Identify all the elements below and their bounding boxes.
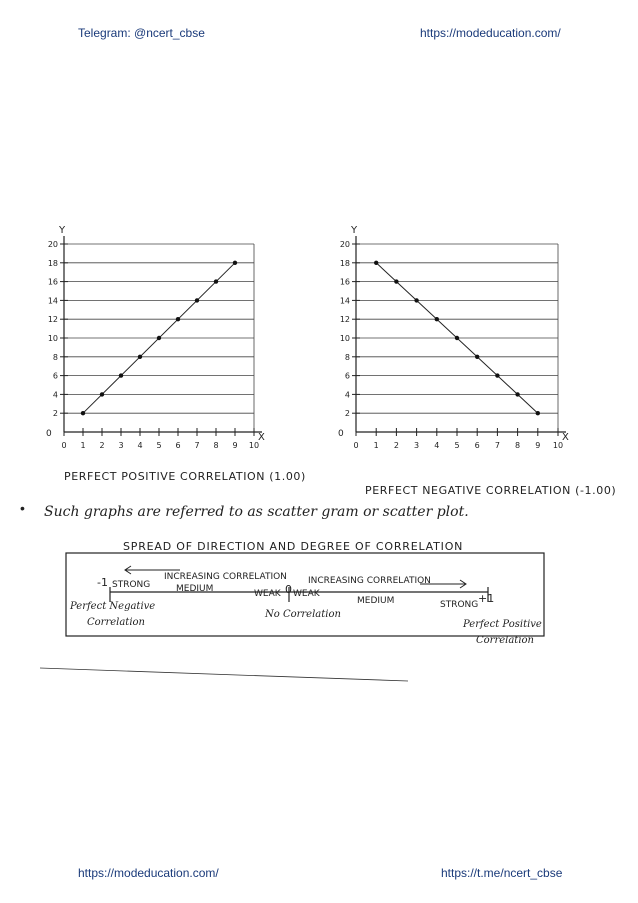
- strong-right-label: STRONG: [440, 600, 479, 610]
- chart2-y-tick-label: 12: [340, 315, 350, 324]
- chart2-ylabel: Y: [350, 225, 358, 236]
- chart1-y-tick-label: 16: [48, 278, 58, 287]
- chart1-y-tick-label: 20: [48, 240, 58, 249]
- weak-left-label: WEAK: [254, 589, 281, 599]
- chart2-point: [475, 354, 480, 359]
- spread-title: SPREAD OF DIRECTION AND DEGREE OF CORREL…: [123, 540, 464, 553]
- chart2-y-tick-label: 2: [345, 409, 350, 418]
- no-correlation-label: No Correlation: [265, 609, 341, 620]
- perfect-negative-line2: Correlation: [87, 617, 145, 628]
- chart1-y-tick-label: 18: [48, 259, 58, 268]
- chart2-x-tick-label: 6: [475, 441, 480, 450]
- chart2-x-tick-label: 2: [394, 441, 399, 450]
- chart1-y-tick-label: 14: [48, 296, 58, 305]
- chart1-x-tick-label: 9: [232, 441, 237, 450]
- chart2-point: [515, 392, 520, 397]
- chart2-point: [394, 279, 399, 284]
- chart2-point: [434, 317, 439, 322]
- chart1-caption: PERFECT POSITIVE CORRELATION (1.00): [64, 470, 306, 483]
- medium-left-label: MEDIUM: [176, 584, 214, 594]
- chart2-x-tick-label: 8: [515, 441, 520, 450]
- header-telegram: Telegram: @ncert_cbse: [78, 26, 205, 40]
- chart2-x-tick-label: 10: [553, 441, 563, 450]
- chart1-x-tick-label: 8: [213, 441, 218, 450]
- spread-box: [65, 552, 545, 637]
- chart1-point: [232, 260, 238, 265]
- chart2-point: [414, 298, 419, 303]
- chart2-caption: PERFECT NEGATIVE CORRELATION (-1.00): [365, 484, 617, 497]
- bullet-point: •: [20, 500, 25, 516]
- chart2-point: [454, 335, 460, 341]
- arrow-right-head: [459, 579, 467, 589]
- scatter-sentence: Such graphs are referred to as scatter g…: [44, 504, 469, 520]
- chart1-y-tick-label: 8: [53, 353, 58, 362]
- minus-one-label: -1: [97, 576, 108, 589]
- chart1-x-tick-label: 5: [156, 441, 161, 450]
- increasing-right-label: INCREASING CORRELATION: [308, 576, 431, 586]
- chart1-point: [137, 354, 143, 359]
- chart1-x-tick-label: 4: [137, 441, 142, 450]
- chart1-point: [80, 411, 86, 416]
- chart1-x-tick-label: 0: [61, 441, 66, 450]
- chart2-y-tick-label: 18: [340, 259, 350, 268]
- chart2-x-tick-label: 0: [353, 441, 358, 450]
- chart1-point: [118, 373, 124, 378]
- chart2-xlabel: X: [562, 432, 569, 443]
- chart1-point: [194, 298, 200, 303]
- footer-url: https://modeducation.com/: [78, 866, 219, 880]
- chart2-x-tick-label: 9: [535, 441, 540, 450]
- chart1-point: [213, 279, 219, 284]
- chart2-origin-label: 0: [338, 429, 344, 439]
- chart1-x-tick-label: 6: [175, 441, 180, 450]
- chart2-x-tick-label: 1: [374, 441, 379, 450]
- chart2-y-tick-label: 16: [340, 278, 350, 287]
- zero-label: 0: [285, 583, 292, 596]
- chart2-x-tick-label: 4: [434, 441, 439, 450]
- chart1-origin-label: 0: [46, 429, 52, 439]
- weak-right-label: WEAK: [293, 589, 320, 599]
- chart2-point: [535, 411, 540, 416]
- chart2-point: [374, 260, 379, 265]
- chart1-point: [156, 335, 162, 341]
- chart1-x-tick-label: 10: [249, 441, 259, 450]
- chart1-x-tick-label: 1: [80, 441, 85, 450]
- chart2-y-tick-label: 10: [340, 334, 350, 343]
- chart2-point: [495, 373, 500, 378]
- plus-one-label: +1: [478, 592, 495, 605]
- chart1-point: [99, 392, 105, 397]
- strong-left-label: STRONG: [112, 580, 151, 590]
- perfect-positive-line1: Perfect Positive: [463, 619, 542, 630]
- chart1-y-tick-label: 4: [53, 390, 58, 399]
- chart1-ylabel: Y: [58, 225, 66, 236]
- chart2-x-tick-label: 7: [495, 441, 500, 450]
- chart1-y-tick-label: 6: [53, 372, 58, 381]
- perfect-positive-line2: Correlation: [476, 635, 534, 646]
- chart1-x-tick-label: 2: [99, 441, 104, 450]
- chart1-xlabel: X: [258, 432, 265, 443]
- chart2-y-tick-label: 8: [345, 353, 350, 362]
- footer-telegram: https://t.me/ncert_cbse: [441, 866, 563, 880]
- chart2-y-tick-label: 20: [340, 240, 350, 249]
- chart2-y-tick-label: 6: [345, 372, 350, 381]
- chart2-x-tick-label: 5: [454, 441, 459, 450]
- chart1-x-tick-label: 3: [118, 441, 123, 450]
- medium-right-label: MEDIUM: [357, 596, 395, 606]
- chart1-x-tick-label: 7: [194, 441, 199, 450]
- perfect-negative-line1: Perfect Negative: [70, 601, 156, 612]
- arrow-left-head: [124, 565, 132, 575]
- chart2-y-tick-label: 4: [345, 390, 350, 399]
- increasing-left-label: INCREASING CORRELATION: [164, 572, 287, 582]
- chart1-y-tick-label: 12: [48, 315, 58, 324]
- chart2-y-tick-label: 14: [340, 296, 350, 305]
- chart2-x-tick-label: 3: [414, 441, 419, 450]
- chart1-y-tick-label: 10: [48, 334, 58, 343]
- chart1-point: [175, 317, 181, 322]
- chart1-y-tick-label: 2: [53, 409, 58, 418]
- header-url: https://modeducation.com/: [420, 26, 561, 40]
